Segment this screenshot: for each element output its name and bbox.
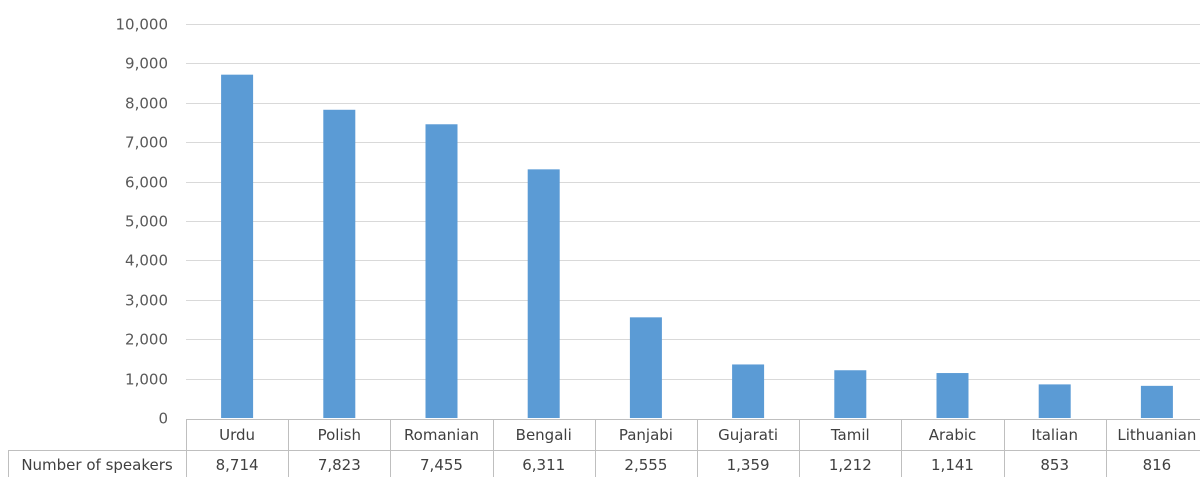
y-tick-label: 10,000 — [116, 16, 169, 34]
bar-italian — [1038, 384, 1071, 418]
x-category-label: Panjabi — [619, 426, 673, 444]
bar-romanian — [425, 124, 458, 418]
x-category-label: Gujarati — [718, 426, 778, 444]
y-tick-label: 6,000 — [125, 174, 168, 192]
table-value-cell: 7,455 — [420, 456, 463, 474]
x-category-label: Arabic — [929, 426, 977, 444]
x-category-label: Urdu — [219, 426, 255, 444]
x-category-label: Italian — [1031, 426, 1078, 444]
y-tick-label: 4,000 — [125, 252, 168, 270]
bars — [221, 74, 1173, 419]
table-value-cell: 1,212 — [829, 456, 872, 474]
table-value-cell: 1,141 — [931, 456, 974, 474]
y-tick-label: 5,000 — [125, 213, 168, 231]
x-category-label: Lithuanian — [1117, 426, 1196, 444]
y-tick-label: 7,000 — [125, 134, 168, 152]
bar-lithuanian — [1140, 385, 1173, 418]
table-value-cell: 816 — [1143, 456, 1172, 474]
bar-polish — [323, 109, 356, 418]
bar-panjabi — [629, 317, 662, 418]
table-value-cell: 6,311 — [522, 456, 565, 474]
data-table: Number of speakers Urdu 8,714 Polish 7,823 R… — [8, 419, 1200, 477]
x-category-label: Bengali — [516, 426, 572, 444]
bar-tamil — [834, 370, 867, 418]
y-tick-label: 1,000 — [125, 371, 168, 389]
bar-arabic — [936, 373, 969, 418]
y-tick-label: 8,000 — [125, 95, 168, 113]
table-value-cell: 2,555 — [624, 456, 667, 474]
x-category-label: Romanian — [404, 426, 479, 444]
table-value-cell: 1,359 — [727, 456, 770, 474]
y-tick-label: 0 — [158, 410, 168, 428]
table-row-label: Number of speakers — [21, 456, 173, 474]
y-tick-label: 9,000 — [125, 55, 168, 73]
bar-bengali — [527, 169, 560, 418]
y-tick-label: 3,000 — [125, 292, 168, 310]
x-category-label: Tamil — [830, 426, 870, 444]
x-category-label: Polish — [318, 426, 361, 444]
y-tick-label: 2,000 — [125, 331, 168, 349]
table-value-cell: 853 — [1040, 456, 1069, 474]
bar-gujarati — [732, 364, 765, 418]
bar-urdu — [221, 74, 254, 419]
table-value-cell: 7,823 — [318, 456, 361, 474]
table-value-cell: 8,714 — [216, 456, 259, 474]
y-axis-ticks: 0 1,000 2,000 3,000 4,000 5,000 6,000 7,000 8,00… — [116, 16, 169, 428]
